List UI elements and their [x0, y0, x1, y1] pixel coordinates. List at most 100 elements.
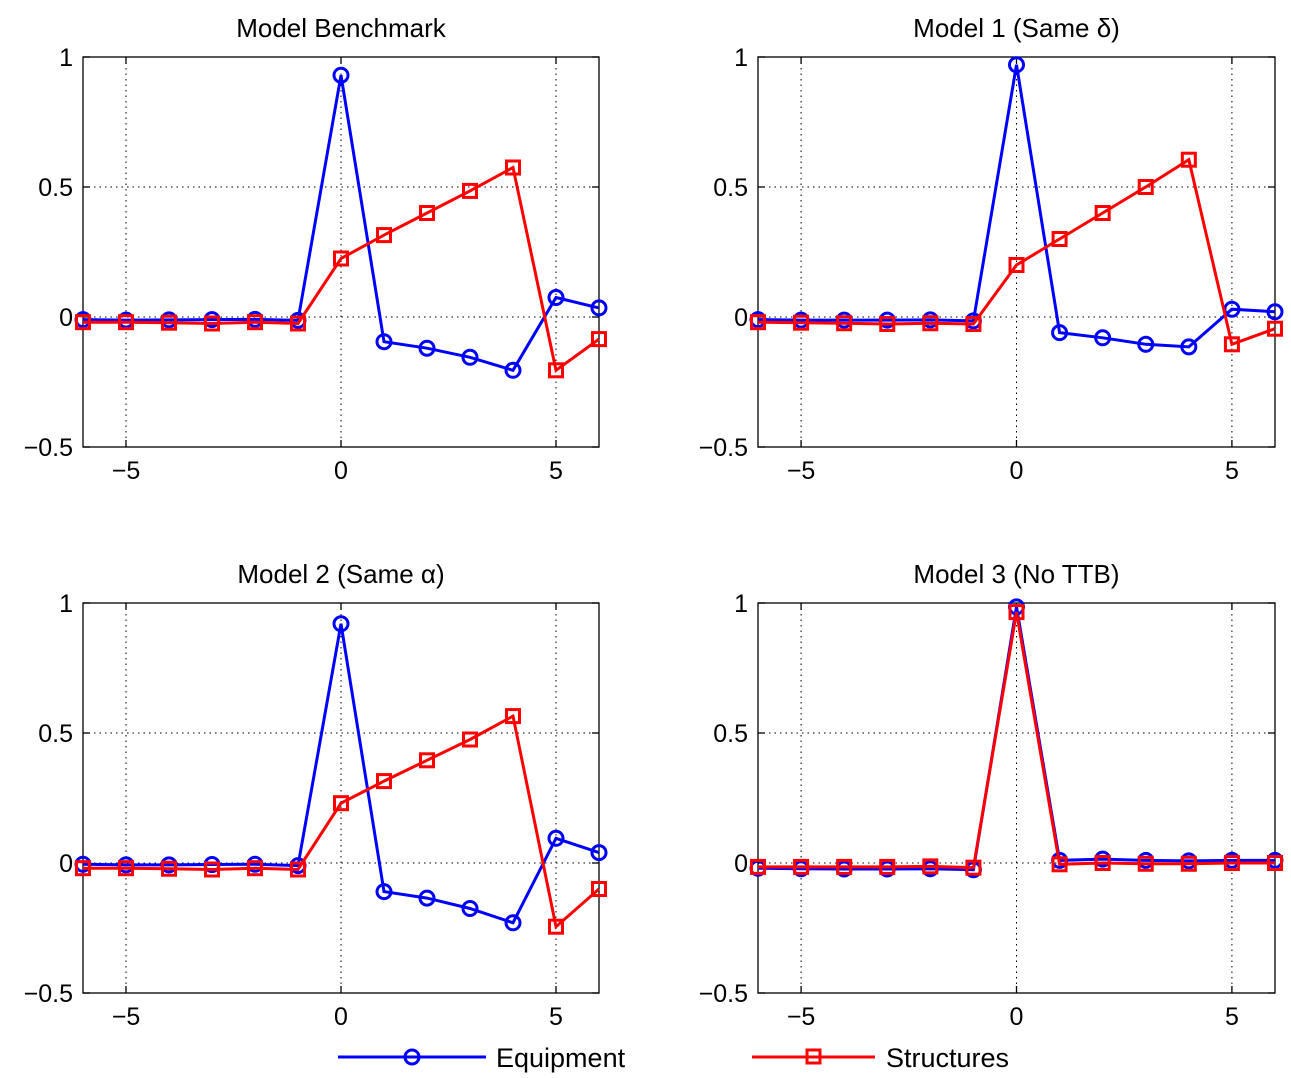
- y-tick-label: −0.5: [699, 434, 748, 462]
- y-tick-label: −0.5: [24, 980, 73, 1008]
- data-point-structures: [376, 773, 392, 790]
- series-line-equipment: [82, 74, 600, 373]
- chart-title: Model Benchmark: [236, 13, 447, 43]
- data-point-structures: [793, 314, 810, 331]
- x-tick-label: 0: [334, 457, 348, 485]
- data-point-structures: [161, 860, 177, 877]
- series-line-equipment: [757, 64, 1276, 349]
- series-line-equipment: [757, 606, 1275, 872]
- data-point-structures: [591, 331, 607, 348]
- data-point-structures: [750, 858, 766, 875]
- data-point-structures: [419, 205, 435, 221]
- data-point-structures: [922, 315, 939, 332]
- data-point-structures: [462, 182, 478, 199]
- data-point-structures: [1137, 179, 1154, 195]
- y-tick-label: 1: [59, 590, 73, 618]
- data-point-structures: [1094, 855, 1111, 871]
- data-point-structures: [591, 881, 607, 897]
- data-point-structures: [1223, 855, 1240, 871]
- x-tick-label: 0: [1010, 457, 1024, 485]
- data-point-equipment: [1094, 329, 1112, 347]
- data-point-structures: [247, 314, 263, 331]
- data-point-structures: [965, 316, 982, 333]
- x-tick-label: −5: [112, 1003, 141, 1031]
- data-point-equipment: [1051, 324, 1069, 342]
- legend-label-structures: Structures: [886, 1043, 1009, 1073]
- y-tick-label: 1: [59, 44, 73, 72]
- data-point-structures: [1008, 604, 1025, 621]
- data-point-equipment: [332, 66, 350, 84]
- data-point-structures: [1051, 856, 1068, 873]
- data-point-structures: [419, 752, 435, 769]
- data-point-equipment: [461, 348, 479, 366]
- data-point-equipment: [461, 900, 479, 917]
- data-point-structures: [750, 314, 766, 331]
- series-line-structures: [758, 611, 1275, 870]
- data-point-structures: [505, 159, 521, 176]
- data-point-equipment: [418, 889, 436, 907]
- legend-entry-equipment: Equipment: [338, 1043, 626, 1073]
- data-point-equipment: [1266, 303, 1284, 321]
- data-point-equipment: [375, 333, 393, 351]
- data-point-structures: [376, 227, 392, 244]
- data-point-equipment: [590, 844, 608, 862]
- data-point-structures: [462, 731, 478, 748]
- data-point-structures: [118, 860, 134, 877]
- data-point-structures: [204, 861, 220, 878]
- data-point-structures: [965, 859, 982, 876]
- data-point-structures: [548, 362, 564, 379]
- y-tick-label: 0.5: [713, 720, 748, 748]
- series-line-equipment: [82, 623, 600, 925]
- y-tick-label: 1: [734, 590, 748, 618]
- series-line-structures: [83, 165, 600, 373]
- y-tick-label: 0: [59, 304, 73, 332]
- data-point-structures: [161, 314, 177, 331]
- chart-panel-1: Model Benchmark −5 0 5 −0.5 0 0.5 1: [24, 13, 608, 485]
- data-point-equipment: [1137, 335, 1155, 353]
- data-point-structures: [505, 708, 521, 725]
- x-tick-label: 5: [1225, 1003, 1239, 1031]
- y-tick-label: 1: [734, 44, 748, 72]
- x-tick-label: 5: [549, 457, 563, 485]
- series-line-structures: [757, 157, 1276, 347]
- data-point-structures: [75, 860, 91, 877]
- y-tick-label: 0: [734, 850, 748, 878]
- data-point-structures: [1267, 855, 1283, 871]
- series-line-structures: [83, 713, 600, 930]
- data-point-equipment: [547, 289, 565, 306]
- chart-panel-2: Model 1 (Same δ) −5 0 5 −0.5 0 0.5 1: [699, 13, 1284, 485]
- legend-label-equipment: Equipment: [496, 1043, 626, 1073]
- chart-panel-3: Model 2 (Same α) −5 0 5 −0.5 0 0.5 1: [24, 559, 608, 1031]
- data-point-equipment: [418, 339, 436, 357]
- data-point-structures: [290, 315, 306, 332]
- data-point-equipment: [375, 883, 393, 901]
- data-point-structures: [1051, 231, 1068, 247]
- data-point-equipment: [504, 914, 522, 932]
- x-tick-label: 0: [334, 1003, 348, 1031]
- data-point-structures: [1008, 257, 1025, 273]
- legend-marker-equipment: [403, 1048, 421, 1066]
- data-point-structures: [922, 858, 939, 875]
- chart-title: Model 1 (Same δ): [913, 13, 1120, 43]
- y-tick-label: −0.5: [24, 434, 73, 462]
- data-point-structures: [118, 314, 134, 331]
- y-tick-label: 0.5: [713, 174, 748, 202]
- legend-marker-structures: [805, 1048, 822, 1065]
- data-point-structures: [879, 858, 896, 875]
- data-point-structures: [879, 316, 896, 333]
- data-point-structures: [836, 858, 853, 875]
- data-point-equipment: [547, 829, 565, 847]
- data-point-structures: [333, 250, 349, 267]
- data-point-structures: [247, 860, 263, 877]
- data-point-structures: [1180, 151, 1197, 168]
- data-point-equipment: [1180, 338, 1198, 356]
- y-tick-label: −0.5: [699, 980, 748, 1008]
- data-point-equipment: [1008, 56, 1025, 74]
- legend-entry-structures: Structures: [752, 1043, 1009, 1073]
- data-point-structures: [836, 315, 853, 332]
- data-point-structures: [1137, 855, 1154, 872]
- chart-title: Model 3 (No TTB): [913, 559, 1119, 589]
- chart-panel-4: Model 3 (No TTB) −5 0 5 −0.5 0 0.5 1: [699, 559, 1284, 1031]
- data-point-structures: [1094, 205, 1111, 221]
- y-tick-label: 0.5: [38, 720, 73, 748]
